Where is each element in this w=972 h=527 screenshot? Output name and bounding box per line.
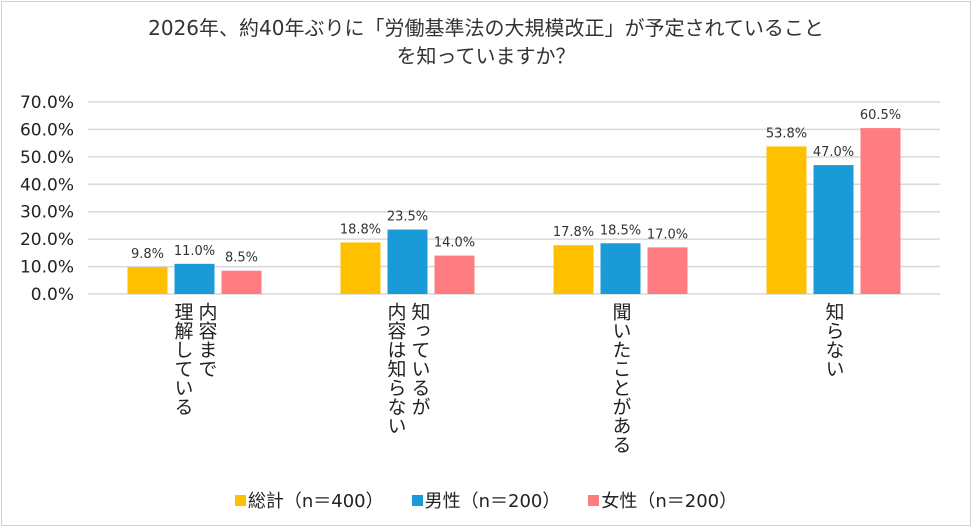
x-category-label: 知っているが 内容は知らない (384, 302, 431, 435)
chart-title: 2026年、約40年ぶりに「労働基準法の大規模改正」が予定されていること を知っ… (0, 14, 972, 70)
legend-swatch-male (411, 494, 423, 506)
chart-title-line-2: を知っていますか？ (396, 44, 576, 68)
bar (387, 229, 428, 294)
bar (600, 243, 641, 294)
y-tick-label: 40.0% (20, 175, 74, 195)
legend-item-total: 総計（n＝400） (234, 487, 384, 513)
legend-label-female: 女性（n＝200） (601, 491, 738, 512)
legend-swatch-female (588, 494, 600, 506)
data-label: 17.0% (647, 227, 688, 242)
bar (860, 128, 901, 294)
legend-label-total: 総計（n＝400） (247, 491, 384, 512)
x-category-label: 知らない (822, 302, 845, 378)
x-category-label: 内容まで 理解している (171, 302, 218, 416)
data-label: 8.5% (225, 251, 258, 266)
x-category-label: 聞いたことがある (609, 302, 632, 454)
y-tick-label: 60.0% (20, 120, 74, 140)
data-label: 17.8% (553, 225, 594, 240)
data-label: 18.8% (340, 222, 381, 237)
y-tick-label: 10.0% (20, 258, 74, 278)
y-tick-label: 50.0% (20, 148, 74, 168)
bar (647, 247, 688, 294)
y-tick-label: 70.0% (20, 93, 74, 113)
data-label: 18.5% (600, 223, 641, 238)
legend-label-male: 男性（n＝200） (424, 491, 561, 512)
chart-title-line-1: 2026年、約40年ぶりに「労働基準法の大規模改正」が予定されていること (148, 16, 824, 40)
bar (340, 242, 381, 294)
legend-swatch-total (234, 494, 246, 506)
data-label: 53.8% (766, 126, 807, 141)
legend: 総計（n＝400） 男性（n＝200） 女性（n＝200） (0, 487, 972, 513)
data-label: 11.0% (174, 244, 215, 259)
y-tick-label: 30.0% (20, 203, 74, 223)
y-tick-label: 20.0% (20, 230, 74, 250)
y-tick-label: 0.0% (31, 285, 74, 305)
legend-item-female: 女性（n＝200） (588, 487, 737, 513)
bar (127, 267, 168, 294)
bar (174, 263, 215, 294)
bar (553, 245, 594, 294)
bar (221, 270, 262, 294)
data-label: 9.8% (131, 247, 164, 262)
data-label: 60.5% (860, 108, 901, 123)
bar (766, 146, 807, 294)
data-label: 23.5% (387, 210, 428, 225)
data-label: 47.0% (813, 145, 854, 160)
bar (813, 165, 854, 294)
legend-item-male: 男性（n＝200） (411, 487, 561, 513)
bar (434, 255, 475, 294)
data-label: 14.0% (434, 236, 475, 251)
